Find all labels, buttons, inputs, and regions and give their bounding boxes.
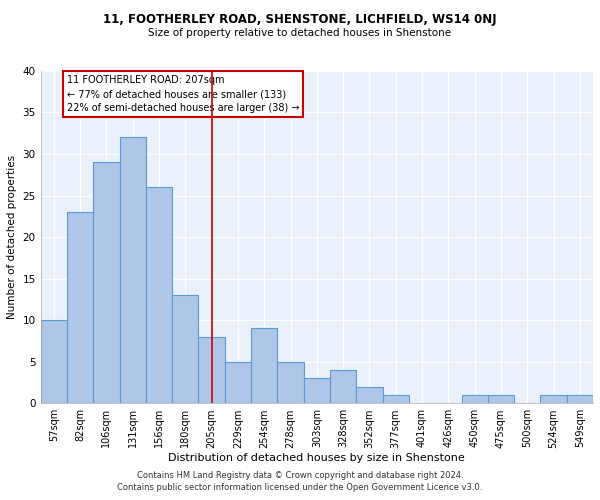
Bar bbox=[567, 395, 593, 404]
Bar bbox=[199, 337, 225, 404]
Text: 11, FOOTHERLEY ROAD, SHENSTONE, LICHFIELD, WS14 0NJ: 11, FOOTHERLEY ROAD, SHENSTONE, LICHFIEL… bbox=[103, 12, 497, 26]
Bar bbox=[225, 362, 251, 404]
Bar bbox=[330, 370, 356, 404]
Bar bbox=[67, 212, 93, 404]
Bar bbox=[304, 378, 330, 404]
Bar bbox=[41, 320, 67, 404]
Bar bbox=[461, 395, 488, 404]
X-axis label: Distribution of detached houses by size in Shenstone: Distribution of detached houses by size … bbox=[169, 453, 465, 463]
Bar bbox=[119, 138, 146, 404]
Text: Size of property relative to detached houses in Shenstone: Size of property relative to detached ho… bbox=[148, 28, 452, 38]
Bar bbox=[277, 362, 304, 404]
Bar bbox=[488, 395, 514, 404]
Bar bbox=[383, 395, 409, 404]
Bar bbox=[93, 162, 119, 404]
Bar bbox=[541, 395, 567, 404]
Bar bbox=[356, 386, 383, 404]
Bar bbox=[251, 328, 277, 404]
Bar bbox=[172, 296, 199, 404]
Text: Contains HM Land Registry data © Crown copyright and database right 2024.
Contai: Contains HM Land Registry data © Crown c… bbox=[118, 471, 482, 492]
Y-axis label: Number of detached properties: Number of detached properties bbox=[7, 155, 17, 319]
Text: 11 FOOTHERLEY ROAD: 207sqm
← 77% of detached houses are smaller (133)
22% of sem: 11 FOOTHERLEY ROAD: 207sqm ← 77% of deta… bbox=[67, 75, 299, 113]
Bar bbox=[146, 188, 172, 404]
